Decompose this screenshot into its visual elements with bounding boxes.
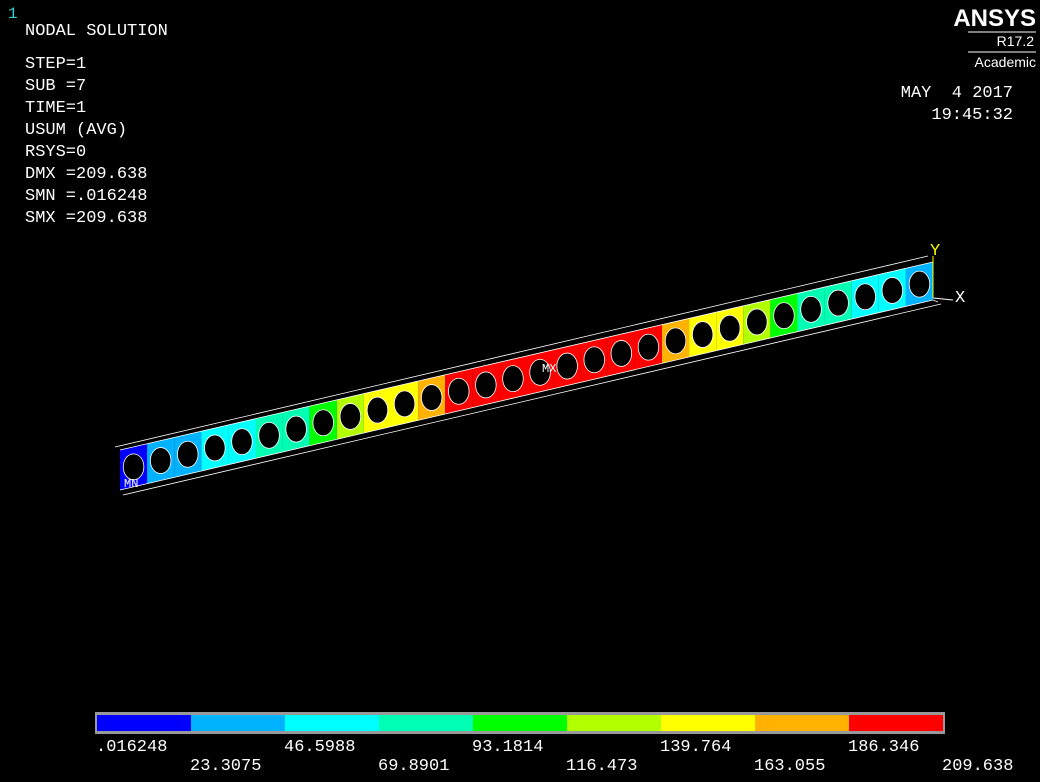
beam-hole — [312, 409, 334, 437]
beam-hole — [231, 428, 253, 456]
beam-hole — [556, 352, 578, 380]
beam-hole — [854, 283, 876, 311]
beam-hole — [800, 295, 822, 323]
beam-hole — [691, 321, 714, 348]
axis-x-label: X — [955, 289, 965, 308]
info-line: DMX =209.638 — [25, 165, 147, 184]
info-line: TIME=1 — [25, 99, 86, 118]
legend-label: 209.638 — [942, 757, 1013, 776]
legend-label: 139.764 — [660, 738, 731, 757]
legend-swatch — [567, 715, 661, 731]
legend-swatch — [661, 715, 755, 731]
beam-hole — [502, 365, 524, 393]
info-line: SMX =209.638 — [25, 209, 147, 228]
beam-hole — [827, 289, 849, 317]
axis-x — [932, 297, 954, 301]
date: MAY 4 2017 — [901, 84, 1013, 103]
beam-outline — [119, 299, 939, 491]
beam-hole — [122, 453, 145, 481]
legend-swatch — [755, 715, 849, 731]
axis-y-label: Y — [930, 242, 940, 261]
info-line: RSYS=0 — [25, 143, 86, 162]
logo-edition: Academic — [975, 54, 1036, 70]
beam-outline — [119, 261, 934, 451]
legend-label: 46.5988 — [284, 738, 355, 757]
legend-swatch — [285, 715, 379, 731]
beam — [114, 255, 942, 496]
beam-hole — [664, 327, 687, 355]
legend-swatch — [379, 715, 473, 731]
legend-label: 163.055 — [754, 757, 825, 776]
beam-outline — [114, 255, 929, 448]
beam-hole — [149, 447, 172, 474]
logo-version: R17.2 — [997, 33, 1035, 49]
beam-hole — [177, 440, 199, 468]
info-line: USUM (AVG) — [25, 121, 127, 140]
beam-hole — [637, 333, 660, 361]
beam-hole — [908, 270, 931, 298]
legend-swatch — [473, 715, 567, 731]
time: 19:45:32 — [931, 106, 1013, 125]
legend-label: 23.3075 — [190, 757, 261, 776]
beam-hole — [204, 434, 226, 462]
legend-label: 69.8901 — [378, 757, 449, 776]
legend-label: 93.1814 — [472, 738, 543, 757]
beam-hole — [366, 396, 389, 424]
beam-hole — [773, 302, 795, 330]
beam-hole — [393, 390, 416, 418]
beam-hole — [610, 340, 633, 367]
legend-label: .016248 — [96, 738, 167, 757]
max-marker: MX — [542, 362, 556, 376]
beam-outline — [122, 303, 942, 496]
beam-hole — [448, 377, 470, 405]
info-line: NODAL SOLUTION — [25, 22, 168, 41]
beam-hole — [529, 358, 551, 386]
info-line: STEP=1 — [25, 55, 86, 74]
beam-hole — [285, 415, 307, 443]
legend-label: 116.473 — [566, 757, 637, 776]
beam-hole — [746, 308, 768, 336]
legend-swatch — [191, 715, 285, 731]
beam-hole — [881, 277, 904, 304]
beam-hole — [258, 421, 280, 449]
min-marker: MN — [124, 477, 138, 491]
legend-label: 186.346 — [848, 738, 919, 757]
logo-name: ANSYS — [953, 5, 1036, 32]
beam-hole — [583, 346, 605, 374]
info-line: SMN =.016248 — [25, 187, 147, 206]
legend-swatch — [97, 715, 191, 731]
info-line: SUB =7 — [25, 77, 86, 96]
beam-hole — [420, 384, 443, 411]
beam-hole — [339, 403, 362, 430]
beam-hole — [719, 314, 741, 342]
beam-hole — [475, 371, 497, 399]
window-number: 1 — [8, 5, 18, 23]
legend-swatch — [849, 715, 943, 731]
